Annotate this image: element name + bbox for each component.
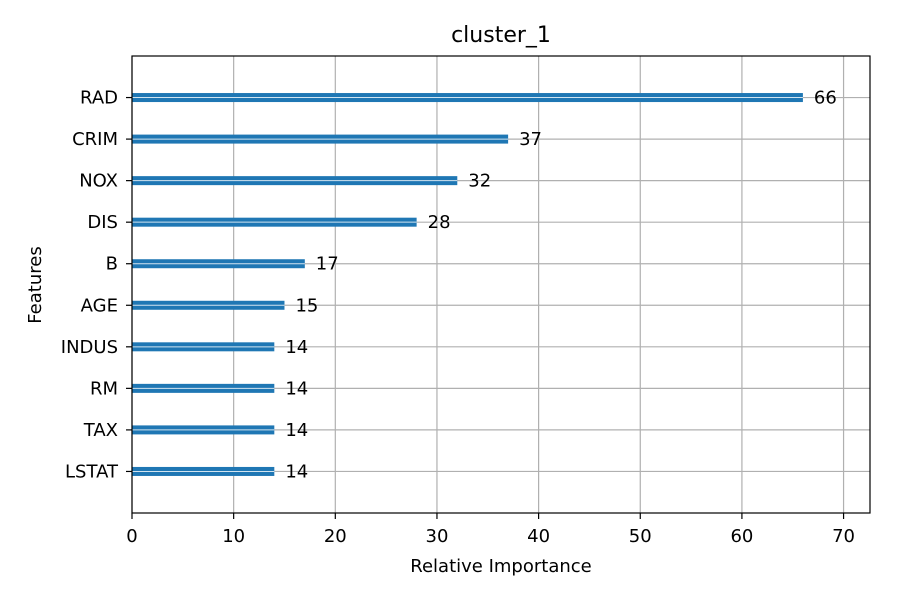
bar-value-label: 32 — [468, 171, 491, 192]
y-tick-label: NOX — [79, 171, 118, 192]
x-tick-label: 70 — [832, 526, 855, 547]
y-tick-label: RM — [90, 378, 118, 399]
chart-title: cluster_1 — [451, 23, 551, 48]
bars: 66 37 32 28 17 15 14 14 14 14 — [132, 88, 837, 482]
bar-value-label: 14 — [285, 461, 308, 482]
y-axis: RAD CRIM NOX DIS B AGE INDUS RM TAX LSTAT — [61, 88, 132, 482]
bar-value-label: 15 — [295, 295, 318, 316]
y-tick-label: INDUS — [61, 337, 118, 358]
y-tick-label: CRIM — [72, 129, 118, 150]
x-tick-label: 0 — [126, 526, 137, 547]
x-tick-label: 10 — [222, 526, 245, 547]
x-axis: 0 10 20 30 40 50 60 70 — [126, 513, 855, 547]
bar-value-label: 17 — [316, 254, 339, 275]
bar-value-label: 66 — [814, 88, 837, 109]
bar-value-label: 28 — [428, 212, 451, 233]
x-tick-label: 20 — [324, 526, 347, 547]
x-axis-label: Relative Importance — [410, 556, 591, 577]
x-tick-label: 40 — [527, 526, 550, 547]
plot-frame — [131, 55, 871, 514]
y-tick-label: TAX — [83, 420, 118, 441]
x-tick-label: 30 — [426, 526, 449, 547]
bar-value-label: 14 — [285, 378, 308, 399]
bar-value-label: 14 — [285, 420, 308, 441]
y-axis-label: Features — [25, 246, 46, 323]
y-tick-label: LSTAT — [65, 461, 119, 482]
y-tick-label: AGE — [81, 295, 118, 316]
y-tick-label: B — [106, 254, 118, 275]
y-tick-label: DIS — [87, 212, 118, 233]
bar-value-label: 14 — [285, 337, 308, 358]
bar-value-label: 37 — [519, 129, 542, 150]
y-tick-label: RAD — [80, 88, 118, 109]
x-tick-label: 60 — [730, 526, 753, 547]
x-tick-label: 50 — [629, 526, 652, 547]
